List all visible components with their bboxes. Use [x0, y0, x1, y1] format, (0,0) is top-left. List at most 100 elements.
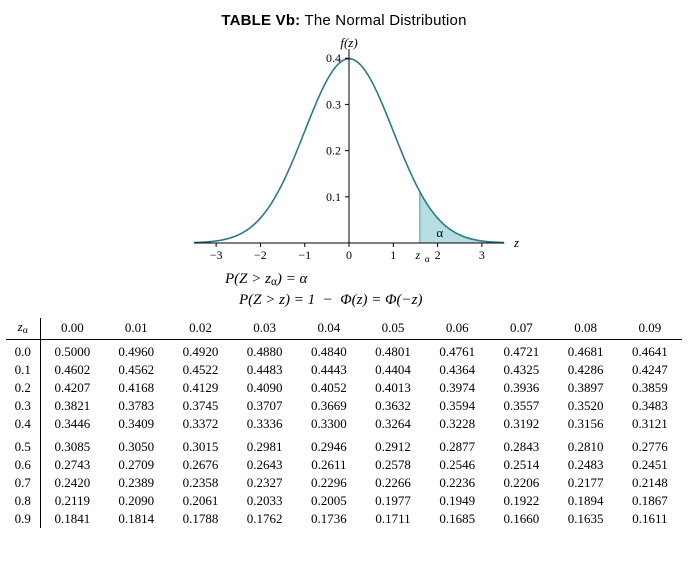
svg-text:1: 1: [390, 248, 396, 262]
table-cell: 0.2005: [297, 492, 361, 510]
table-cell: 0.2148: [618, 474, 682, 492]
equation-2: P(Z > z) = 1 − Φ(z) = Φ(−z): [239, 290, 688, 310]
table-cell: 0.2420: [40, 474, 104, 492]
col-header: 0.07: [489, 318, 553, 340]
table-cell: 0.4286: [554, 361, 618, 379]
table-row: 0.00.50000.49600.49200.48800.48400.48010…: [6, 340, 682, 362]
table-cell: 0.2912: [361, 433, 425, 456]
table-cell: 0.3745: [168, 397, 232, 415]
table-cell: 0.2546: [425, 456, 489, 474]
table-cell: 0.3156: [554, 415, 618, 433]
svg-text:f(z): f(z): [340, 35, 357, 50]
table-cell: 0.2090: [104, 492, 168, 510]
table-cell: 0.2177: [554, 474, 618, 492]
svg-text:z: z: [513, 235, 519, 250]
table-cell: 0.4681: [554, 340, 618, 362]
table-cell: 0.3085: [40, 433, 104, 456]
table-cell: 0.2483: [554, 456, 618, 474]
table-cell: 0.2389: [104, 474, 168, 492]
table-cell: 0.5000: [40, 340, 104, 362]
table-cell: 0.3446: [40, 415, 104, 433]
table-cell: 0.2643: [233, 456, 297, 474]
svg-text:0.2: 0.2: [326, 144, 341, 158]
table-cell: 0.3669: [297, 397, 361, 415]
table-cell: 0.1736: [297, 510, 361, 528]
table-corner: zα: [6, 318, 40, 340]
table-cell: 0.1788: [168, 510, 232, 528]
z-table: zα0.000.010.020.030.040.050.060.070.080.…: [6, 318, 682, 528]
svg-text:z: z: [415, 248, 421, 262]
table-row: 0.20.42070.41680.41290.40900.40520.40130…: [6, 379, 682, 397]
table-cell: 0.4562: [104, 361, 168, 379]
table-cell: 0.2743: [40, 456, 104, 474]
table-cell: 0.1685: [425, 510, 489, 528]
table-cell: 0.4404: [361, 361, 425, 379]
table-cell: 0.4364: [425, 361, 489, 379]
table-cell: 0.3121: [618, 415, 682, 433]
table-row: 0.70.24200.23890.23580.23270.22960.22660…: [6, 474, 682, 492]
table-cell: 0.3936: [489, 379, 553, 397]
table-cell: 0.1894: [554, 492, 618, 510]
table-cell: 0.3859: [618, 379, 682, 397]
table-row: 0.30.38210.37830.37450.37070.36690.36320…: [6, 397, 682, 415]
table-cell: 0.3264: [361, 415, 425, 433]
table-cell: 0.2676: [168, 456, 232, 474]
table-cell: 0.1711: [361, 510, 425, 528]
row-label: 0.6: [6, 456, 40, 474]
svg-text:0.3: 0.3: [326, 97, 341, 111]
col-header: 0.05: [361, 318, 425, 340]
equations-block: P(Z > zα) = α P(Z > z) = 1 − Φ(z) = Φ(−z…: [225, 269, 688, 310]
col-header: 0.00: [40, 318, 104, 340]
table-cell: 0.4522: [168, 361, 232, 379]
table-cell: 0.3015: [168, 433, 232, 456]
table-cell: 0.2033: [233, 492, 297, 510]
table-cell: 0.3050: [104, 433, 168, 456]
table-cell: 0.3974: [425, 379, 489, 397]
row-label: 0.1: [6, 361, 40, 379]
table-cell: 0.1762: [233, 510, 297, 528]
svg-text:0: 0: [346, 248, 352, 262]
table-cell: 0.4641: [618, 340, 682, 362]
table-cell: 0.3192: [489, 415, 553, 433]
table-cell: 0.3594: [425, 397, 489, 415]
table-cell: 0.2514: [489, 456, 553, 474]
table-group: 0.50.30850.30500.30150.29810.29460.29120…: [6, 433, 682, 528]
svg-text:2: 2: [435, 248, 441, 262]
table-cell: 0.2877: [425, 433, 489, 456]
table-cell: 0.1660: [489, 510, 553, 528]
title-prefix: TABLE Vb:: [221, 12, 300, 29]
table-cell: 0.3821: [40, 397, 104, 415]
table-cell: 0.2810: [554, 433, 618, 456]
svg-text:3: 3: [479, 248, 485, 262]
table-cell: 0.2578: [361, 456, 425, 474]
table-cell: 0.4920: [168, 340, 232, 362]
table-cell: 0.3520: [554, 397, 618, 415]
table-head: zα0.000.010.020.030.040.050.060.070.080.…: [6, 318, 682, 340]
table-cell: 0.4168: [104, 379, 168, 397]
row-label: 0.4: [6, 415, 40, 433]
row-label: 0.0: [6, 340, 40, 362]
title-rest: The Normal Distribution: [300, 12, 466, 29]
table-cell: 0.2776: [618, 433, 682, 456]
table-cell: 0.3897: [554, 379, 618, 397]
table-row: 0.40.34460.34090.33720.33360.33000.32640…: [6, 415, 682, 433]
table-cell: 0.4801: [361, 340, 425, 362]
table-cell: 0.2296: [297, 474, 361, 492]
table-cell: 0.2981: [233, 433, 297, 456]
table-cell: 0.3557: [489, 397, 553, 415]
table-cell: 0.1922: [489, 492, 553, 510]
svg-text:−1: −1: [298, 248, 311, 262]
col-header: 0.04: [297, 318, 361, 340]
row-label: 0.5: [6, 433, 40, 456]
col-header: 0.08: [554, 318, 618, 340]
svg-text:0.4: 0.4: [326, 51, 341, 65]
table-cell: 0.4207: [40, 379, 104, 397]
table-cell: 0.3707: [233, 397, 297, 415]
col-header: 0.01: [104, 318, 168, 340]
table-cell: 0.2843: [489, 433, 553, 456]
table-row: 0.10.46020.45620.45220.44830.44430.44040…: [6, 361, 682, 379]
table-cell: 0.4840: [297, 340, 361, 362]
table-cell: 0.1949: [425, 492, 489, 510]
chart-container: −3−2−10123zα0.10.20.30.4f(z)zα: [0, 35, 688, 267]
table-cell: 0.4721: [489, 340, 553, 362]
